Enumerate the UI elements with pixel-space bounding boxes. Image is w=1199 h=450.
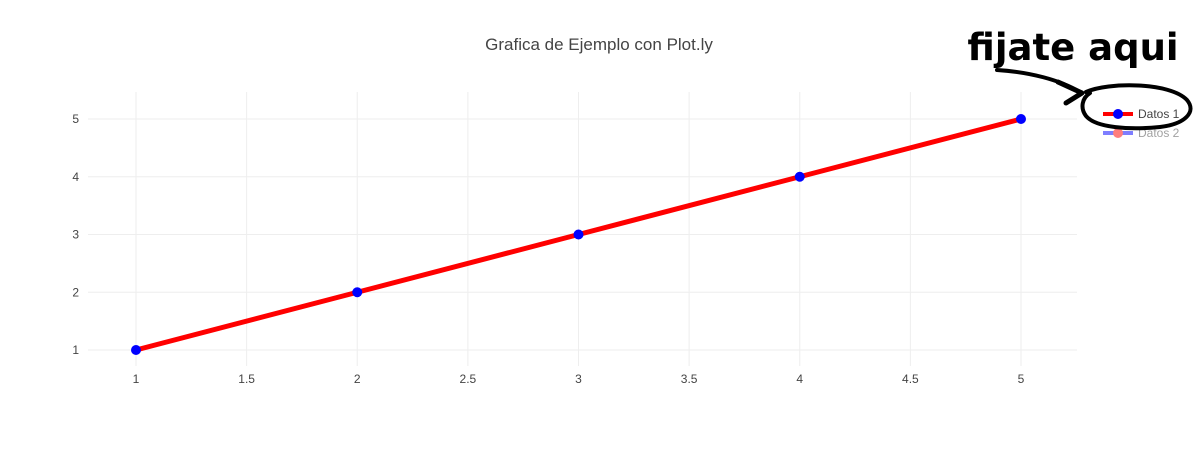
x-tick-label: 3.5: [681, 372, 698, 386]
x-tick-label: 2: [354, 372, 361, 386]
plot-area: [131, 114, 1026, 355]
y-tick-label: 1: [72, 343, 79, 357]
annotation: fijate aqui: [967, 26, 1193, 131]
data-point[interactable]: [131, 345, 141, 355]
y-axis-ticks: 1 2 3 4 5: [72, 112, 79, 357]
x-tick-label: 3: [575, 372, 582, 386]
y-tick-label: 4: [72, 170, 79, 184]
x-tick-label: 5: [1018, 372, 1025, 386]
x-tick-label: 1.5: [238, 372, 255, 386]
x-tick-label: 4.5: [902, 372, 919, 386]
legend: Datos 1 Datos 2: [1103, 107, 1180, 140]
y-tick-label: 2: [72, 285, 79, 299]
x-tick-label: 2.5: [460, 372, 477, 386]
legend-marker-datos-1: [1113, 109, 1123, 119]
annotation-circle: [1080, 83, 1193, 131]
legend-label-datos-1: Datos 1: [1138, 107, 1180, 121]
legend-item-datos-1[interactable]: Datos 1: [1103, 107, 1180, 121]
data-point[interactable]: [794, 171, 805, 182]
x-tick-label: 4: [796, 372, 803, 386]
grid: [88, 92, 1077, 366]
legend-marker-datos-2: [1113, 128, 1123, 138]
y-tick-label: 5: [72, 112, 79, 126]
chart-title: Grafica de Ejemplo con Plot.ly: [485, 35, 713, 54]
x-axis-ticks: 1 1.5 2 2.5 3 3.5 4 4.5 5: [133, 372, 1025, 386]
x-tick-label: 1: [133, 372, 140, 386]
data-point[interactable]: [1016, 114, 1026, 124]
data-point[interactable]: [352, 287, 363, 298]
data-point[interactable]: [573, 229, 584, 240]
y-tick-label: 3: [72, 228, 79, 242]
annotation-text: fijate aqui: [967, 26, 1178, 69]
annotation-arrowhead: [1055, 79, 1085, 106]
